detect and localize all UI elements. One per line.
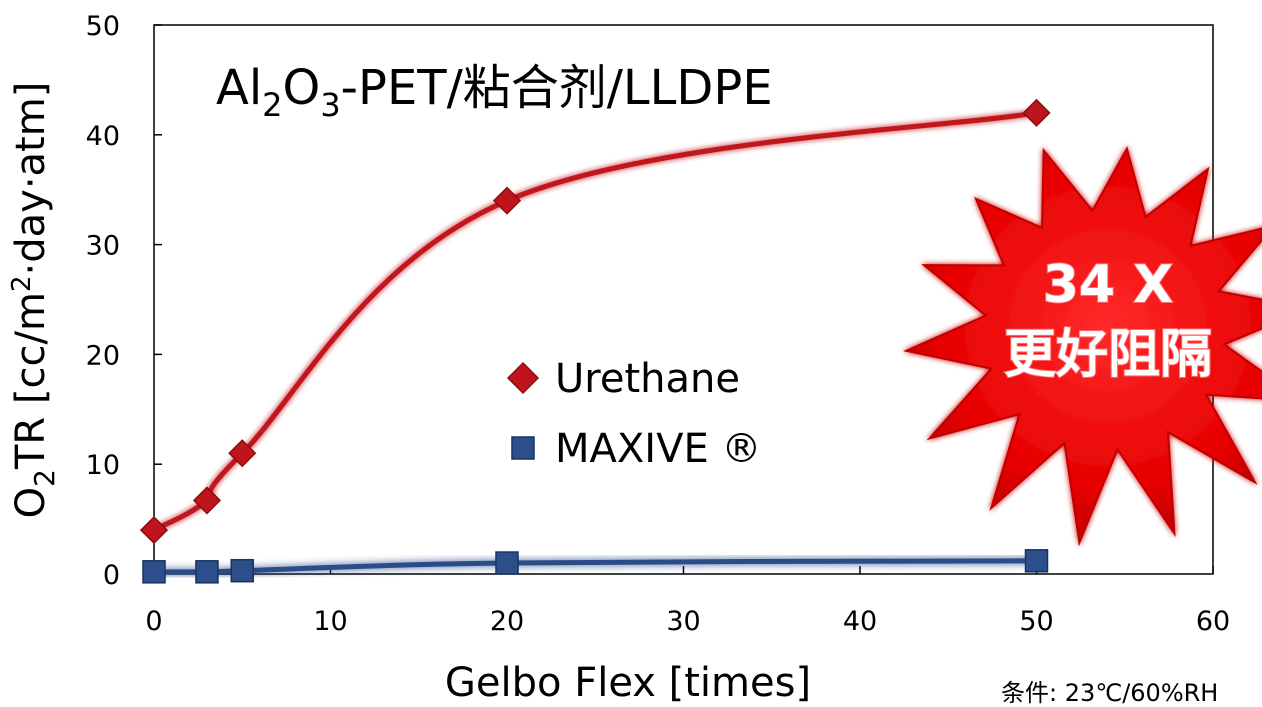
- starburst-callout: 34 X 更好阻隔: [903, 145, 1262, 547]
- data-point: [142, 560, 166, 584]
- legend-item-maxive: MAXIVE ®: [497, 426, 761, 472]
- series-layer: [139, 98, 1051, 584]
- data-point: [139, 516, 169, 545]
- series-line: [153, 558, 1037, 575]
- legend-item-urethane: Urethane: [497, 356, 740, 402]
- data-point: [495, 551, 519, 575]
- x-tick-label: 0: [145, 606, 162, 637]
- x-tick-label: 30: [666, 606, 700, 637]
- y-tick-label: 50: [86, 11, 120, 42]
- data-point: [230, 558, 254, 583]
- series-maxive: [142, 549, 1049, 584]
- data-point: [1024, 549, 1049, 573]
- y-tick-label: 40: [86, 121, 120, 152]
- legend-label-urethane: Urethane: [555, 356, 740, 402]
- legend: Urethane MAXIVE ®: [497, 356, 761, 472]
- conditions-note: 条件: 23℃/60%RH: [1001, 679, 1218, 707]
- data-point: [228, 439, 257, 468]
- x-tick-label: 60: [1196, 606, 1230, 637]
- data-point: [1022, 98, 1051, 127]
- series-urethane: [139, 98, 1051, 545]
- legend-label-maxive: MAXIVE ®: [555, 426, 761, 472]
- starburst-shape: [903, 145, 1262, 547]
- y-tick-label: 30: [86, 231, 120, 262]
- data-point: [195, 560, 219, 584]
- x-tick-label: 10: [313, 606, 347, 637]
- x-tick-label: 20: [490, 606, 524, 637]
- y-tick-label: 10: [86, 450, 120, 481]
- burst-ratio: 34 X: [1043, 255, 1174, 315]
- x-tick-label: 50: [1019, 606, 1053, 637]
- data-point: [492, 186, 522, 215]
- x-tick-label: 40: [843, 606, 877, 637]
- x-axis-title: Gelbo Flex [times]: [445, 660, 811, 706]
- y-axis: 0 10 20 30 40 50: [86, 11, 162, 591]
- y-tick-label: 0: [103, 560, 120, 591]
- burst-label: 更好阻隔: [1004, 325, 1212, 385]
- y-tick-label: 20: [86, 340, 120, 371]
- x-axis: 0 10 20 30 40 50 60: [145, 566, 1230, 637]
- y-axis-title: O2TR [cc/m2·day·atm]: [7, 82, 61, 519]
- data-point: [192, 486, 222, 515]
- chart-title: Al2O3-PET/粘合剂/LLDPE: [216, 60, 773, 124]
